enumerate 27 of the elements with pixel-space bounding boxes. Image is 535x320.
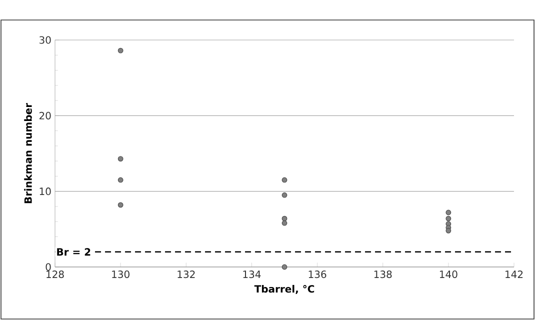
x-tick-label: 134 (243, 270, 261, 278)
y-tick-label: 30 (40, 36, 51, 44)
x-tick-label: 128 (46, 270, 64, 278)
point (446, 228, 452, 234)
y-axis-title: Brinkman number (24, 102, 32, 204)
point (118, 177, 124, 183)
point (446, 216, 452, 222)
x-tick-label: 136 (308, 270, 326, 278)
x-tick-label: 132 (178, 270, 195, 278)
point (282, 177, 288, 183)
point (118, 156, 124, 162)
ref-line-label: Br = 2 (57, 248, 90, 256)
point (118, 48, 124, 54)
x-tick-label: 130 (112, 270, 130, 278)
x-tick-label: 140 (440, 270, 458, 278)
point (118, 202, 124, 208)
y-tick-label: 0 (46, 263, 51, 271)
y-tick-label: 10 (40, 188, 51, 196)
point (282, 216, 288, 222)
point (282, 220, 288, 226)
point (282, 264, 288, 270)
point (282, 192, 288, 198)
point (446, 210, 452, 216)
x-tick-label: 138 (374, 270, 392, 278)
x-tick-label: 142 (506, 270, 523, 278)
y-tick-label: 20 (39, 112, 51, 120)
x-axis-title: Tbarrel, °C (254, 284, 314, 294)
